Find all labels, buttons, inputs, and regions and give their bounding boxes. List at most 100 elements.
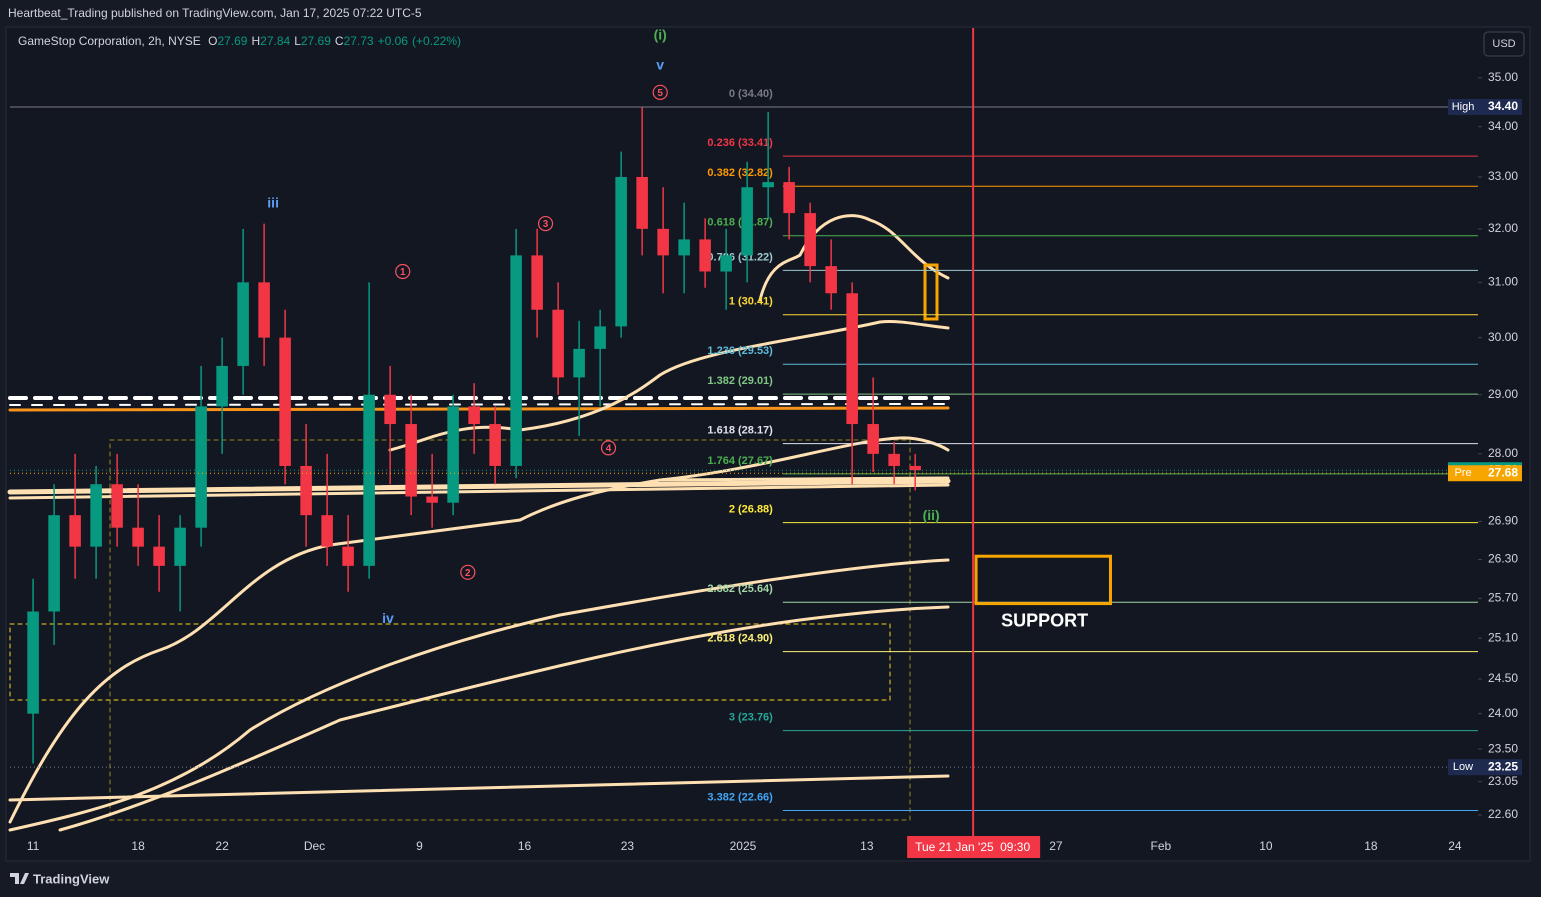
y-tick-label: 26.90 xyxy=(1488,514,1518,528)
support-box xyxy=(974,554,1112,606)
marker-box xyxy=(923,263,939,321)
candle-body xyxy=(27,611,39,714)
candle-body xyxy=(573,348,585,378)
logo xyxy=(10,873,29,884)
x-tick-label: 9 xyxy=(416,839,423,853)
candle-body xyxy=(69,515,81,547)
vwap-curve xyxy=(58,605,950,832)
candle-body xyxy=(468,406,480,425)
currency: USD xyxy=(1492,38,1515,50)
wave-circle xyxy=(600,440,617,456)
x-tick-label: 10 xyxy=(1259,839,1273,853)
fib-label: 3.382 (22.66) xyxy=(707,791,773,803)
candle-body xyxy=(237,282,249,366)
quote-change: +0.06 xyxy=(377,34,408,48)
candle-body xyxy=(132,527,144,547)
x-tick-label: 18 xyxy=(131,839,145,853)
currency-button[interactable] xyxy=(1483,31,1525,57)
fib-label: 1.382 (29.01) xyxy=(707,375,773,387)
candle-body xyxy=(258,282,270,338)
y-tick-label: 34.00 xyxy=(1488,119,1518,133)
candle-body xyxy=(363,394,375,566)
candle-body xyxy=(615,176,627,327)
candle-body xyxy=(384,394,396,425)
vwap-curve xyxy=(8,558,950,832)
badge-name-bg xyxy=(1448,759,1478,776)
zone-box xyxy=(109,439,911,821)
plot: 0 (34.40) 0.236 (33.41) 0.382 (32.82) 0.618… xyxy=(10,27,1478,811)
x-tick-label: 2025 xyxy=(730,839,757,853)
badge-value: 34.40 xyxy=(1488,99,1518,113)
footer-brand: TradingView xyxy=(33,871,110,886)
wave-label: (i) xyxy=(654,27,667,43)
y-tick-label: 25.70 xyxy=(1488,590,1518,604)
y-tick-label: 29.00 xyxy=(1488,387,1518,401)
vwap-curve xyxy=(8,476,950,824)
candle-body xyxy=(174,527,186,566)
badge-name: Pre xyxy=(1454,467,1471,479)
x-tick-label: 11 xyxy=(27,839,40,853)
badge-value-bg xyxy=(1478,98,1522,115)
candle-body xyxy=(741,187,753,256)
fib-label: 2 (26.88) xyxy=(729,504,773,516)
footer-logo xyxy=(10,873,29,884)
x-tick-label: Dec xyxy=(304,839,325,853)
x-tick-label: 23 xyxy=(621,839,635,853)
publisher: Heartbeat_Trading published on TradingVi… xyxy=(8,6,422,20)
candle-body xyxy=(909,465,921,471)
symbol-legend: GameStop Corporation, 2h, NYSE O27.69 H27… xyxy=(18,34,461,48)
vwap-curve xyxy=(388,320,950,452)
candle-body xyxy=(804,213,816,267)
badge-value-bg xyxy=(1478,465,1522,482)
x-tick-label: 16 xyxy=(518,839,532,853)
wave-label: 1 xyxy=(400,267,406,278)
zone-box xyxy=(9,623,891,701)
vwap-curve xyxy=(8,774,950,802)
crosshair-badge xyxy=(907,836,1041,858)
candle-body xyxy=(867,424,879,454)
candle-body xyxy=(762,182,774,188)
crosshair-date: Tue 21 Jan '25 xyxy=(915,840,994,854)
candle-body xyxy=(720,255,732,272)
wave-circle xyxy=(652,84,668,100)
fib-label: 0 (34.40) xyxy=(729,88,773,100)
y-tick-label: 22.60 xyxy=(1488,807,1518,821)
candle-body xyxy=(657,228,669,256)
badge-name: Low xyxy=(1453,761,1473,773)
y-tick-label: 28.00 xyxy=(1488,446,1518,460)
y-tick-label: 25.10 xyxy=(1488,630,1518,644)
vwap-curve xyxy=(758,214,950,302)
candle-body xyxy=(405,424,417,497)
candle-body xyxy=(699,239,711,272)
fib-label: 1.236 (29.53) xyxy=(707,345,773,357)
candle-body xyxy=(825,266,837,294)
wave-circle xyxy=(395,263,411,280)
y-tick-label: 24.50 xyxy=(1488,671,1518,685)
x-tick-label: 27 xyxy=(1049,839,1063,853)
quote-letter: O xyxy=(208,34,218,48)
wave-label: iii xyxy=(267,194,279,210)
quote-value: 27.84 xyxy=(260,34,291,48)
badge-value: 27.68 xyxy=(1488,465,1518,479)
fib-label: 0.786 (31.22) xyxy=(707,251,773,263)
wave-circle xyxy=(460,564,476,580)
y-tick-label: 31.00 xyxy=(1488,275,1518,289)
wave-label: (ii) xyxy=(923,507,940,523)
fib-label: 1.764 (27.67) xyxy=(707,455,773,467)
x-tick-label: Feb xyxy=(1151,839,1172,853)
dashed-level xyxy=(9,403,949,406)
badge-name-bg xyxy=(1448,465,1478,482)
candle-body xyxy=(678,239,690,256)
candle-body xyxy=(552,309,564,378)
candle-body xyxy=(342,546,354,566)
vwap-band xyxy=(8,483,950,500)
candle-body xyxy=(279,337,291,466)
x-tick-label: 13 xyxy=(860,839,874,853)
wave-label: 5 xyxy=(657,88,663,99)
candle-body xyxy=(489,424,501,466)
fib-label: 2.382 (25.64) xyxy=(707,583,773,595)
quote-value: 27.69 xyxy=(217,34,248,48)
quote-letter: H xyxy=(251,34,261,48)
quote-value: 27.73 xyxy=(343,34,374,48)
